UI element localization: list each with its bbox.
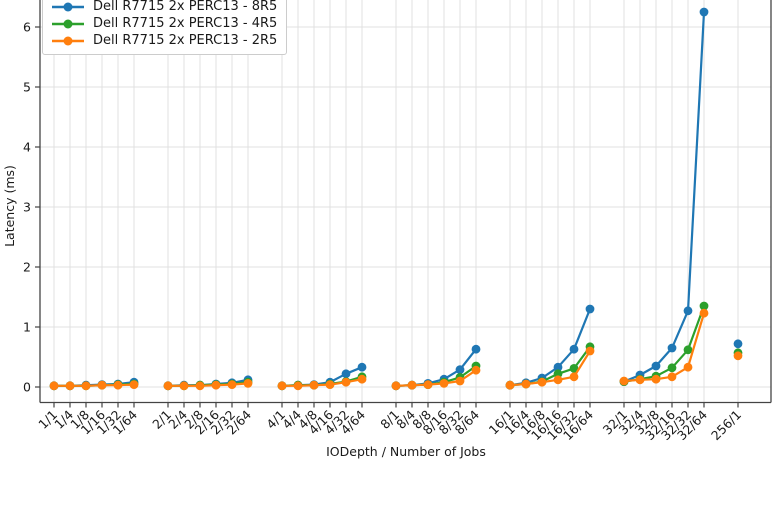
legend-row: Dell R7715 2x PERC13 - 4R5 <box>50 16 277 32</box>
data-point-marker <box>683 345 693 355</box>
y-tick-label: 2 <box>23 260 31 275</box>
data-point-marker <box>651 361 661 371</box>
y-tick-label: 4 <box>23 140 31 155</box>
data-point-marker <box>179 381 189 391</box>
legend-line-marker-icon <box>52 2 84 12</box>
legend-line-marker-icon <box>52 36 84 46</box>
data-point-marker <box>471 344 481 354</box>
y-tick-label: 5 <box>23 80 31 95</box>
data-point-marker <box>699 308 709 318</box>
data-point-marker <box>49 381 59 391</box>
data-point-marker <box>733 339 743 349</box>
legend-row: Dell R7715 2x PERC13 - 2R5 <box>50 33 277 49</box>
legend-label: Dell R7715 2x PERC13 - 4R5 <box>93 16 278 31</box>
x-tick-label: 256/1 <box>708 407 744 443</box>
data-point-marker <box>553 375 563 385</box>
data-point-marker <box>309 380 319 390</box>
data-point-marker <box>667 363 677 373</box>
legend-marker <box>63 19 73 29</box>
data-point-marker <box>407 380 417 390</box>
data-point-marker <box>619 376 629 386</box>
data-point-marker <box>81 381 91 391</box>
data-point-marker <box>65 381 75 391</box>
gridlines <box>40 0 771 403</box>
axes <box>35 0 772 408</box>
y-tick-label: 3 <box>23 200 31 215</box>
legend-label: Dell R7715 2x PERC13 - 8R5 <box>93 0 278 14</box>
data-point-marker <box>357 374 367 384</box>
data-point-marker <box>683 362 693 372</box>
data-point-marker <box>585 346 595 356</box>
data-point-marker <box>455 376 465 386</box>
data-point-marker <box>357 362 367 372</box>
data-point-marker <box>97 380 107 390</box>
data-point-marker <box>129 380 139 389</box>
y-tick-label: 0 <box>23 380 31 395</box>
series-line <box>509 308 592 387</box>
data-point-marker <box>243 379 253 388</box>
data-point-marker <box>635 375 645 385</box>
data-point-marker <box>341 369 351 379</box>
legend-row: Dell R7715 2x PERC13 - 8R5 <box>50 0 277 15</box>
data-point-marker <box>341 377 351 387</box>
series-line <box>509 346 591 387</box>
data-point-marker <box>505 380 515 390</box>
data-point-marker <box>113 380 123 390</box>
data-point-marker <box>471 365 481 375</box>
data-point-marker <box>651 374 661 384</box>
x-axis-label: IODepth / Number of Jobs <box>326 444 486 459</box>
data-point-marker <box>227 380 237 389</box>
legend: Dell R7715 2x PERC13 - 8R5 Dell R7715 2x … <box>42 0 288 55</box>
data-point-marker <box>585 304 595 314</box>
data-point-marker <box>163 381 173 391</box>
y-tick-label: 6 <box>23 20 31 35</box>
data-point-marker <box>391 381 401 391</box>
data-point-marker <box>683 306 693 316</box>
series-layer <box>49 7 743 391</box>
data-point-marker <box>537 377 547 387</box>
legend-marker <box>63 2 73 12</box>
series-line <box>623 11 706 383</box>
data-point-marker <box>699 7 709 17</box>
data-point-marker <box>439 379 449 388</box>
data-point-marker <box>733 351 743 361</box>
data-point-marker <box>211 380 221 390</box>
data-point-marker <box>667 372 677 382</box>
data-point-marker <box>699 301 709 311</box>
data-point-marker <box>455 365 465 374</box>
data-point-marker <box>569 364 579 373</box>
series-2R5 <box>49 308 743 391</box>
data-point-marker <box>569 372 579 382</box>
data-point-marker <box>569 344 579 354</box>
data-point-marker <box>423 380 433 389</box>
data-point-marker <box>325 380 335 389</box>
data-point-marker <box>553 362 563 372</box>
data-point-marker <box>277 381 287 391</box>
legend-label: Dell R7715 2x PERC13 - 2R5 <box>93 33 278 48</box>
data-point-marker <box>521 379 531 389</box>
y-axis-label: Latency (ms) <box>2 165 17 247</box>
data-point-marker <box>195 381 205 391</box>
legend-marker <box>63 36 73 46</box>
series-line <box>623 305 706 383</box>
data-point-marker <box>293 381 303 391</box>
y-tick-label: 1 <box>23 320 31 335</box>
legend-line-marker-icon <box>52 19 84 29</box>
data-point-marker <box>667 343 677 353</box>
